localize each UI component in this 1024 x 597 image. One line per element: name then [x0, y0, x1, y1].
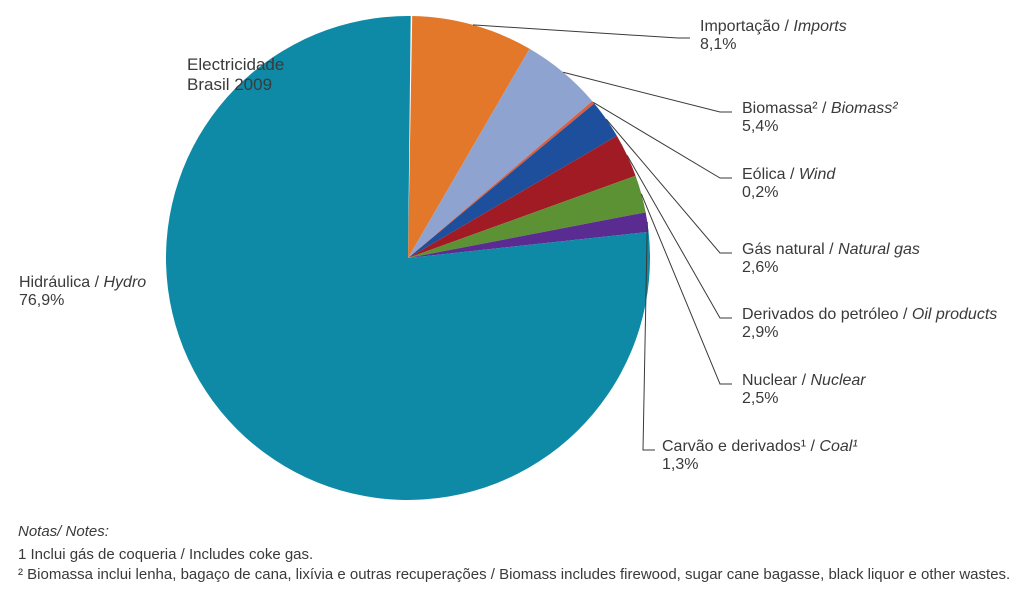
- label-wind: Eólica / Wind0,2%: [742, 166, 835, 203]
- label-en-wind: Wind: [799, 166, 835, 183]
- label-text-biomass: Biomassa² / Biomass²: [742, 100, 898, 118]
- label-pct-oil: 2,9%: [742, 324, 997, 342]
- label-en-imports: Imports: [793, 18, 846, 35]
- label-native-oil: Derivados do petróleo: [742, 306, 899, 323]
- label-native-gas: Gás natural: [742, 241, 825, 258]
- label-text-wind: Eólica / Wind: [742, 166, 835, 184]
- label-biomass: Biomassa² / Biomass²5,4%: [742, 100, 898, 137]
- chart-title-line2: Brasil 2009: [187, 75, 284, 95]
- label-en-nuclear: Nuclear: [810, 372, 865, 389]
- label-en-biomass: Biomass²: [831, 100, 898, 117]
- label-text-gas: Gás natural / Natural gas: [742, 241, 920, 259]
- chart-title: Electricidade Brasil 2009: [187, 55, 284, 94]
- leader-nuclear: [641, 194, 732, 384]
- label-text-nuclear: Nuclear / Nuclear: [742, 372, 866, 390]
- label-pct-hydro: 76,9%: [19, 292, 146, 310]
- label-native-hydro: Hidráulica: [19, 274, 90, 291]
- label-pct-imports: 8,1%: [700, 36, 847, 54]
- label-oil: Derivados do petróleo / Oil products2,9%: [742, 306, 997, 343]
- label-text-coal: Carvão e derivados¹ / Coal¹: [662, 438, 858, 456]
- label-en-oil: Oil products: [912, 306, 997, 323]
- footnotes: Notas/ Notes: 1 Inclui gás de coqueria /…: [18, 522, 1010, 585]
- label-native-nuclear: Nuclear: [742, 372, 797, 389]
- chart-title-line1: Electricidade: [187, 55, 284, 75]
- pie-chart: Electricidade Brasil 2009 Importação / I…: [0, 0, 1024, 525]
- label-hydro: Hidráulica / Hydro76,9%: [19, 274, 146, 311]
- label-native-biomass: Biomassa²: [742, 100, 818, 117]
- label-native-imports: Importação: [700, 18, 780, 35]
- footnotes-header: Notas/ Notes:: [18, 522, 1010, 542]
- footnote-1: 1 Inclui gás de coqueria / Includes coke…: [18, 545, 1010, 565]
- label-nuclear: Nuclear / Nuclear2,5%: [742, 372, 866, 409]
- label-pct-coal: 1,3%: [662, 456, 858, 474]
- label-text-oil: Derivados do petróleo / Oil products: [742, 306, 997, 324]
- label-text-imports: Importação / Imports: [700, 18, 847, 36]
- label-coal: Carvão e derivados¹ / Coal¹1,3%: [662, 438, 858, 475]
- label-imports: Importação / Imports8,1%: [700, 18, 847, 55]
- label-pct-wind: 0,2%: [742, 184, 835, 202]
- label-pct-biomass: 5,4%: [742, 118, 898, 136]
- label-en-hydro: Hydro: [103, 274, 146, 291]
- label-en-coal: Coal¹: [819, 438, 857, 455]
- label-pct-gas: 2,6%: [742, 259, 920, 277]
- label-text-hydro: Hidráulica / Hydro: [19, 274, 146, 292]
- footnote-2: ² Biomassa inclui lenha, bagaço de cana,…: [18, 565, 1010, 585]
- label-pct-nuclear: 2,5%: [742, 390, 866, 408]
- label-gas: Gás natural / Natural gas2,6%: [742, 241, 920, 278]
- label-native-coal: Carvão e derivados¹: [662, 438, 806, 455]
- label-en-gas: Natural gas: [838, 241, 920, 258]
- leader-imports: [473, 25, 690, 38]
- label-native-wind: Eólica: [742, 166, 786, 183]
